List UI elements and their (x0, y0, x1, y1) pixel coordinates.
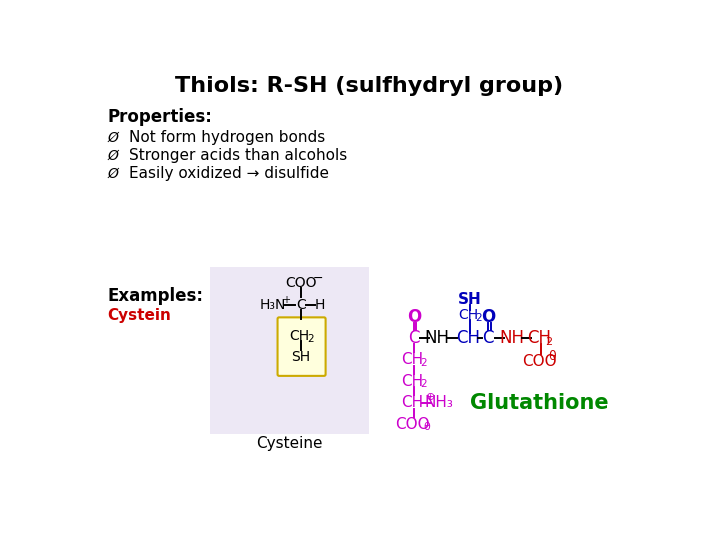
Text: O: O (407, 308, 421, 326)
Text: CH: CH (527, 329, 551, 347)
Text: CH: CH (289, 329, 310, 343)
Text: C: C (408, 329, 420, 347)
Text: NH: NH (499, 329, 524, 347)
Text: H: H (315, 298, 325, 312)
Text: C: C (296, 298, 306, 312)
Text: H₃N: H₃N (260, 298, 286, 312)
Text: Glutathione: Glutathione (470, 393, 609, 413)
Text: +: + (282, 295, 290, 306)
Text: Examples:: Examples: (107, 287, 203, 305)
Text: SH: SH (291, 350, 310, 365)
Text: CH: CH (458, 308, 478, 322)
Text: COO: COO (395, 417, 430, 432)
FancyBboxPatch shape (277, 318, 325, 376)
Text: Stronger acids than alcohols: Stronger acids than alcohols (129, 148, 347, 163)
Text: 2: 2 (307, 334, 313, 344)
Text: CH: CH (401, 374, 423, 389)
Text: NH₃: NH₃ (424, 395, 453, 410)
Text: C: C (482, 329, 494, 347)
Text: 2: 2 (545, 337, 552, 347)
Text: Ø: Ø (107, 131, 118, 145)
Text: 2: 2 (420, 379, 426, 389)
Text: NH: NH (425, 329, 450, 347)
Text: 2: 2 (420, 358, 426, 368)
Text: Properties:: Properties: (107, 108, 212, 126)
Text: CH: CH (401, 352, 423, 367)
Text: Not form hydrogen bonds: Not form hydrogen bonds (129, 131, 325, 145)
Text: SH: SH (458, 292, 482, 307)
Text: Ø: Ø (107, 148, 118, 163)
Text: Cystein: Cystein (107, 308, 171, 322)
Text: Easily oxidized → disulfide: Easily oxidized → disulfide (129, 166, 329, 181)
Text: 2: 2 (475, 313, 482, 323)
Text: −: − (312, 272, 323, 285)
Text: CH: CH (401, 395, 423, 410)
Text: θ: θ (423, 422, 430, 433)
Text: θ: θ (548, 350, 556, 363)
Text: Cysteine: Cysteine (256, 436, 323, 451)
Text: Ø: Ø (107, 166, 118, 180)
Text: COO: COO (522, 354, 557, 369)
Text: COO: COO (285, 276, 317, 289)
Text: Thiols: R-SH (sulfhydryl group): Thiols: R-SH (sulfhydryl group) (175, 76, 563, 96)
Text: ⊕: ⊕ (426, 393, 436, 402)
Text: O: O (481, 308, 495, 326)
FancyBboxPatch shape (210, 267, 369, 434)
Text: CH: CH (456, 329, 480, 347)
